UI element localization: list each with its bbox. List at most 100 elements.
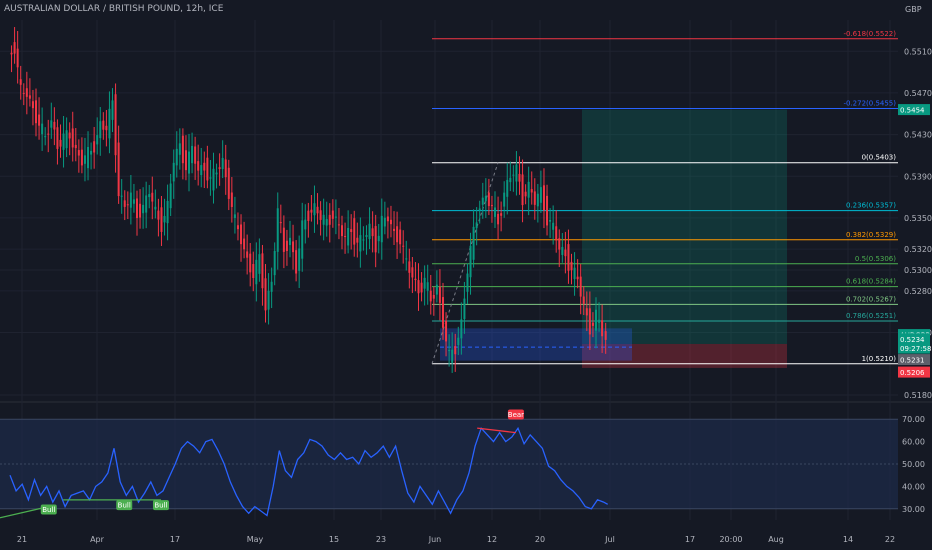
price-tag-label-4: 0.5231 [900,357,925,365]
rsi-axis[interactable]: 70.00 60.00 50.00 40.00 30.00 [902,415,925,514]
candle-body-39 [129,192,132,208]
candle-body-114 [359,235,362,252]
fib-label-3: 0.236(0.5357) [846,202,896,210]
candle-body-16 [59,139,62,147]
candle-body-79 [252,264,255,279]
candle-body-40 [132,199,135,204]
candle-body-169 [527,181,530,198]
candle-body-25 [87,146,90,169]
candle-body-123 [386,216,389,222]
candle-body-49 [160,207,163,232]
candle-body-140 [438,286,441,303]
fib-label-5: 0.5(0.5306) [855,255,896,263]
candle-body-192 [598,319,601,323]
candle-body-178 [555,226,558,241]
candle-body-89 [282,227,285,252]
candle-body-175 [546,195,549,226]
candle-body-149 [466,273,469,292]
candle-body-77 [246,251,249,258]
candle-body-173 [539,187,542,203]
candle-body-158 [494,207,497,217]
candle-body-180 [561,246,564,255]
candle-body-5 [25,88,28,97]
candle-body-55 [178,143,181,155]
time-axis[interactable]: 21 Apr 17 May 15 23 Jun 12 20 Jul 17 20:00 Aug 14 22 [17,535,895,544]
candle-body-146 [457,337,460,346]
candle-body-86 [273,250,276,276]
candle-body-20 [71,128,74,148]
candle-body-57 [184,150,187,171]
signal-badge-2 [152,500,169,511]
candle-body-61 [197,161,200,171]
time-tick-7: 12 [487,535,497,544]
time-tick-11: 20:00 [719,535,742,544]
time-tick-2: 17 [170,535,180,544]
candle-body-147 [460,319,463,339]
fibonacci-retracement[interactable]: -0.618(0.5522) -0.272(0.5455) 0(0.5403) 0.2… [431,30,898,365]
candle-body-80 [255,259,258,285]
candle-body-85 [270,281,273,292]
candle-body-127 [399,229,402,245]
candle-body-41 [135,198,138,219]
candle-body-179 [558,238,561,250]
time-tick-13: 14 [843,535,853,544]
candle-body-56 [181,135,184,164]
candle-body-156 [487,192,490,207]
candle-body-82 [261,253,264,289]
candle-body-171 [533,191,536,205]
candle-body-63 [203,162,206,171]
candle-body-194 [604,331,607,340]
candle-body-185 [576,276,579,280]
signal-label-0: Bull [42,506,55,514]
candle-body-131 [411,267,414,278]
candle-body-172 [536,193,539,207]
candle-body-161 [503,192,506,207]
candle-body-11 [44,136,47,138]
candle-body-115 [362,239,365,241]
candle-body-112 [353,218,356,245]
fib-label-7: 0.702(0.5267) [846,295,896,303]
candle-body-125 [393,228,396,231]
candle-body-70 [224,159,227,178]
candle-body-36 [120,195,123,197]
candle-body-145 [454,346,457,355]
candle-body-81 [258,254,261,274]
time-tick-8: 20 [535,535,545,544]
candle-body-75 [240,224,243,245]
candle-body-120 [377,235,380,242]
candle-body-68 [218,167,221,170]
candle-body-62 [200,165,203,176]
signal-label-2: Bull [154,502,167,510]
chart-title: AUSTRALIAN DOLLAR / BRITISH POUND, 12h, … [4,4,224,14]
candle-body-92 [292,241,295,253]
fib-label-4: 0.382(0.5329) [846,231,896,239]
fib-label-1: -0.272(0.5455) [843,100,896,108]
candle-body-32 [108,108,111,139]
candle-body-22 [77,150,80,156]
candle-body-191 [594,309,597,331]
candle-body-111 [350,229,353,233]
price-tag-label-0: 0.5454 [900,107,925,115]
candle-body-76 [243,238,246,250]
candle-body-121 [380,215,383,243]
candle-body-1 [13,42,16,54]
rsi-divergence-line [0,505,49,519]
rsi-tick-1: 60.00 [902,438,925,447]
candle-body-126 [396,226,399,243]
candle-body-0 [10,52,13,55]
candle-body-170 [530,189,533,193]
candle-body-183 [570,261,573,271]
candle-body-119 [374,226,377,253]
candle-body-174 [542,185,545,211]
long-position-tool[interactable] [440,109,787,368]
candle-body-42 [139,203,142,218]
time-tick-6: Jun [428,535,442,544]
rsi-tick-4: 30.00 [902,505,925,514]
candle-body-7 [31,101,34,109]
candle-body-165 [515,164,518,182]
price-tag-label-2: 0.5234 [900,336,925,344]
candle-body-153 [478,208,481,211]
candle-body-84 [267,290,270,310]
candle-body-141 [441,297,444,328]
